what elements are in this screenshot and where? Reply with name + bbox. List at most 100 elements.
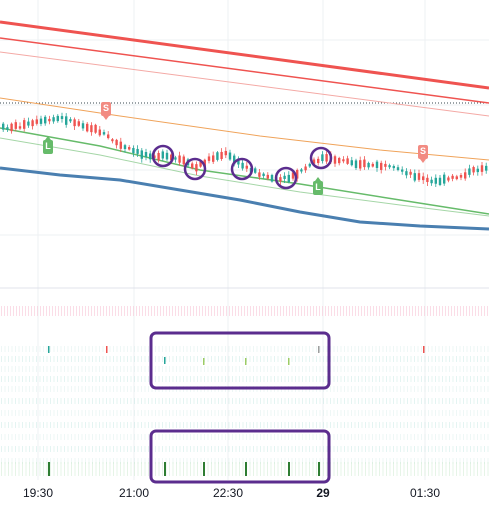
indicator-tick (235, 458, 237, 464)
sell-signal-marker[interactable]: S (418, 145, 428, 163)
indicator-tick (39, 346, 41, 352)
indicator-tick (376, 306, 377, 316)
indicator-tick (29, 458, 30, 464)
indicator-tick (277, 356, 279, 362)
indicator-tick (316, 356, 317, 362)
indicator-tick (95, 346, 97, 352)
indicator-tick (85, 458, 86, 464)
indicator-tick (459, 434, 461, 440)
indicator-tick (456, 366, 457, 372)
indicator-tick (165, 356, 167, 362)
indicator-tick (53, 366, 55, 372)
indicator-tick (270, 356, 272, 362)
indicator-tick (52, 306, 53, 316)
indicator-tick (316, 346, 317, 352)
indicator-tick (417, 366, 419, 372)
indicator-tick (263, 422, 265, 428)
indicator-tick (459, 462, 461, 476)
signal-tick (423, 346, 425, 353)
indicator-tick (410, 434, 412, 440)
indicator-tick (431, 434, 433, 440)
indicator-tick (249, 356, 251, 362)
indicator-tick (116, 410, 118, 416)
indicator-tick (218, 376, 219, 382)
indicator-tick (361, 376, 363, 382)
indicator-tick (144, 366, 146, 372)
indicator-tick (39, 386, 41, 392)
indicator-tick (400, 366, 401, 372)
indicator-tick (39, 422, 41, 428)
indicator-tick (50, 434, 51, 440)
indicator-tick (239, 376, 240, 382)
indicator-tick (400, 462, 401, 476)
indicator-tick (74, 376, 76, 382)
sell-signal-marker[interactable]: S (101, 102, 111, 120)
indicator-tick (55, 306, 56, 316)
indicator-tick (445, 410, 447, 416)
indicator-tick (193, 398, 195, 404)
indicator-tick (407, 376, 408, 382)
indicator-tick (123, 422, 125, 428)
indicator-tick (232, 366, 233, 372)
indicator-tick (32, 366, 34, 372)
indicator-tick (459, 410, 461, 416)
indicator-tick (344, 386, 345, 392)
indicator-tick (452, 422, 454, 428)
indicator-tick (347, 462, 349, 476)
indicator-tick (221, 462, 223, 476)
indicator-tick (10, 306, 11, 316)
indicator-tick (312, 446, 314, 452)
indicator-tick (253, 446, 254, 452)
indicator-tick (448, 306, 449, 316)
indicator-tick (456, 458, 457, 464)
indicator-tick (396, 386, 398, 392)
indicator-tick (388, 306, 389, 316)
indicator-tick (337, 458, 338, 464)
candle-body (153, 155, 156, 159)
indicator-tick (340, 376, 342, 382)
indicator-tick (379, 346, 380, 352)
indicator-tick (11, 446, 13, 452)
indicator-tick (484, 346, 485, 352)
indicator-tick (57, 356, 58, 362)
indicator-tick (274, 346, 275, 352)
candle-body (102, 132, 106, 135)
indicator-tick (312, 398, 314, 404)
indicator-tick (50, 462, 51, 476)
indicator-tick (15, 462, 16, 476)
indicator-tick (36, 458, 37, 464)
indicator-tick (337, 386, 338, 392)
indicator-tick (81, 366, 83, 372)
indicator-tick (141, 386, 142, 392)
indicator-tick (22, 422, 23, 428)
buy-signal-marker[interactable]: L (313, 177, 323, 195)
indicator-tick (113, 356, 114, 362)
indicator-tick (53, 446, 55, 452)
indicator-tick (92, 410, 93, 416)
indicator-tick (249, 366, 251, 372)
indicator-tick (340, 366, 342, 372)
indicator-tick (190, 306, 191, 316)
indicator-tick (347, 398, 349, 404)
indicator-tick (298, 376, 300, 382)
candle-body (375, 161, 379, 169)
indicator-tick (428, 446, 429, 452)
indicator-tick (123, 458, 125, 464)
candle-body (296, 169, 299, 179)
indicator-tick (235, 398, 237, 404)
buy-signal-marker[interactable]: L (43, 136, 53, 154)
indicator-tick (340, 306, 341, 316)
indicator-tick (226, 306, 227, 316)
candle-body (212, 155, 215, 162)
candle-body (119, 141, 122, 149)
indicator-tick (148, 356, 149, 362)
indicator-tick (358, 462, 359, 476)
candle-body (140, 150, 143, 159)
indicator-tick (144, 458, 146, 464)
indicator-tick (323, 398, 324, 404)
indicator-tick (53, 346, 55, 352)
indicator-tick (221, 410, 223, 416)
indicator-tick (337, 366, 338, 372)
